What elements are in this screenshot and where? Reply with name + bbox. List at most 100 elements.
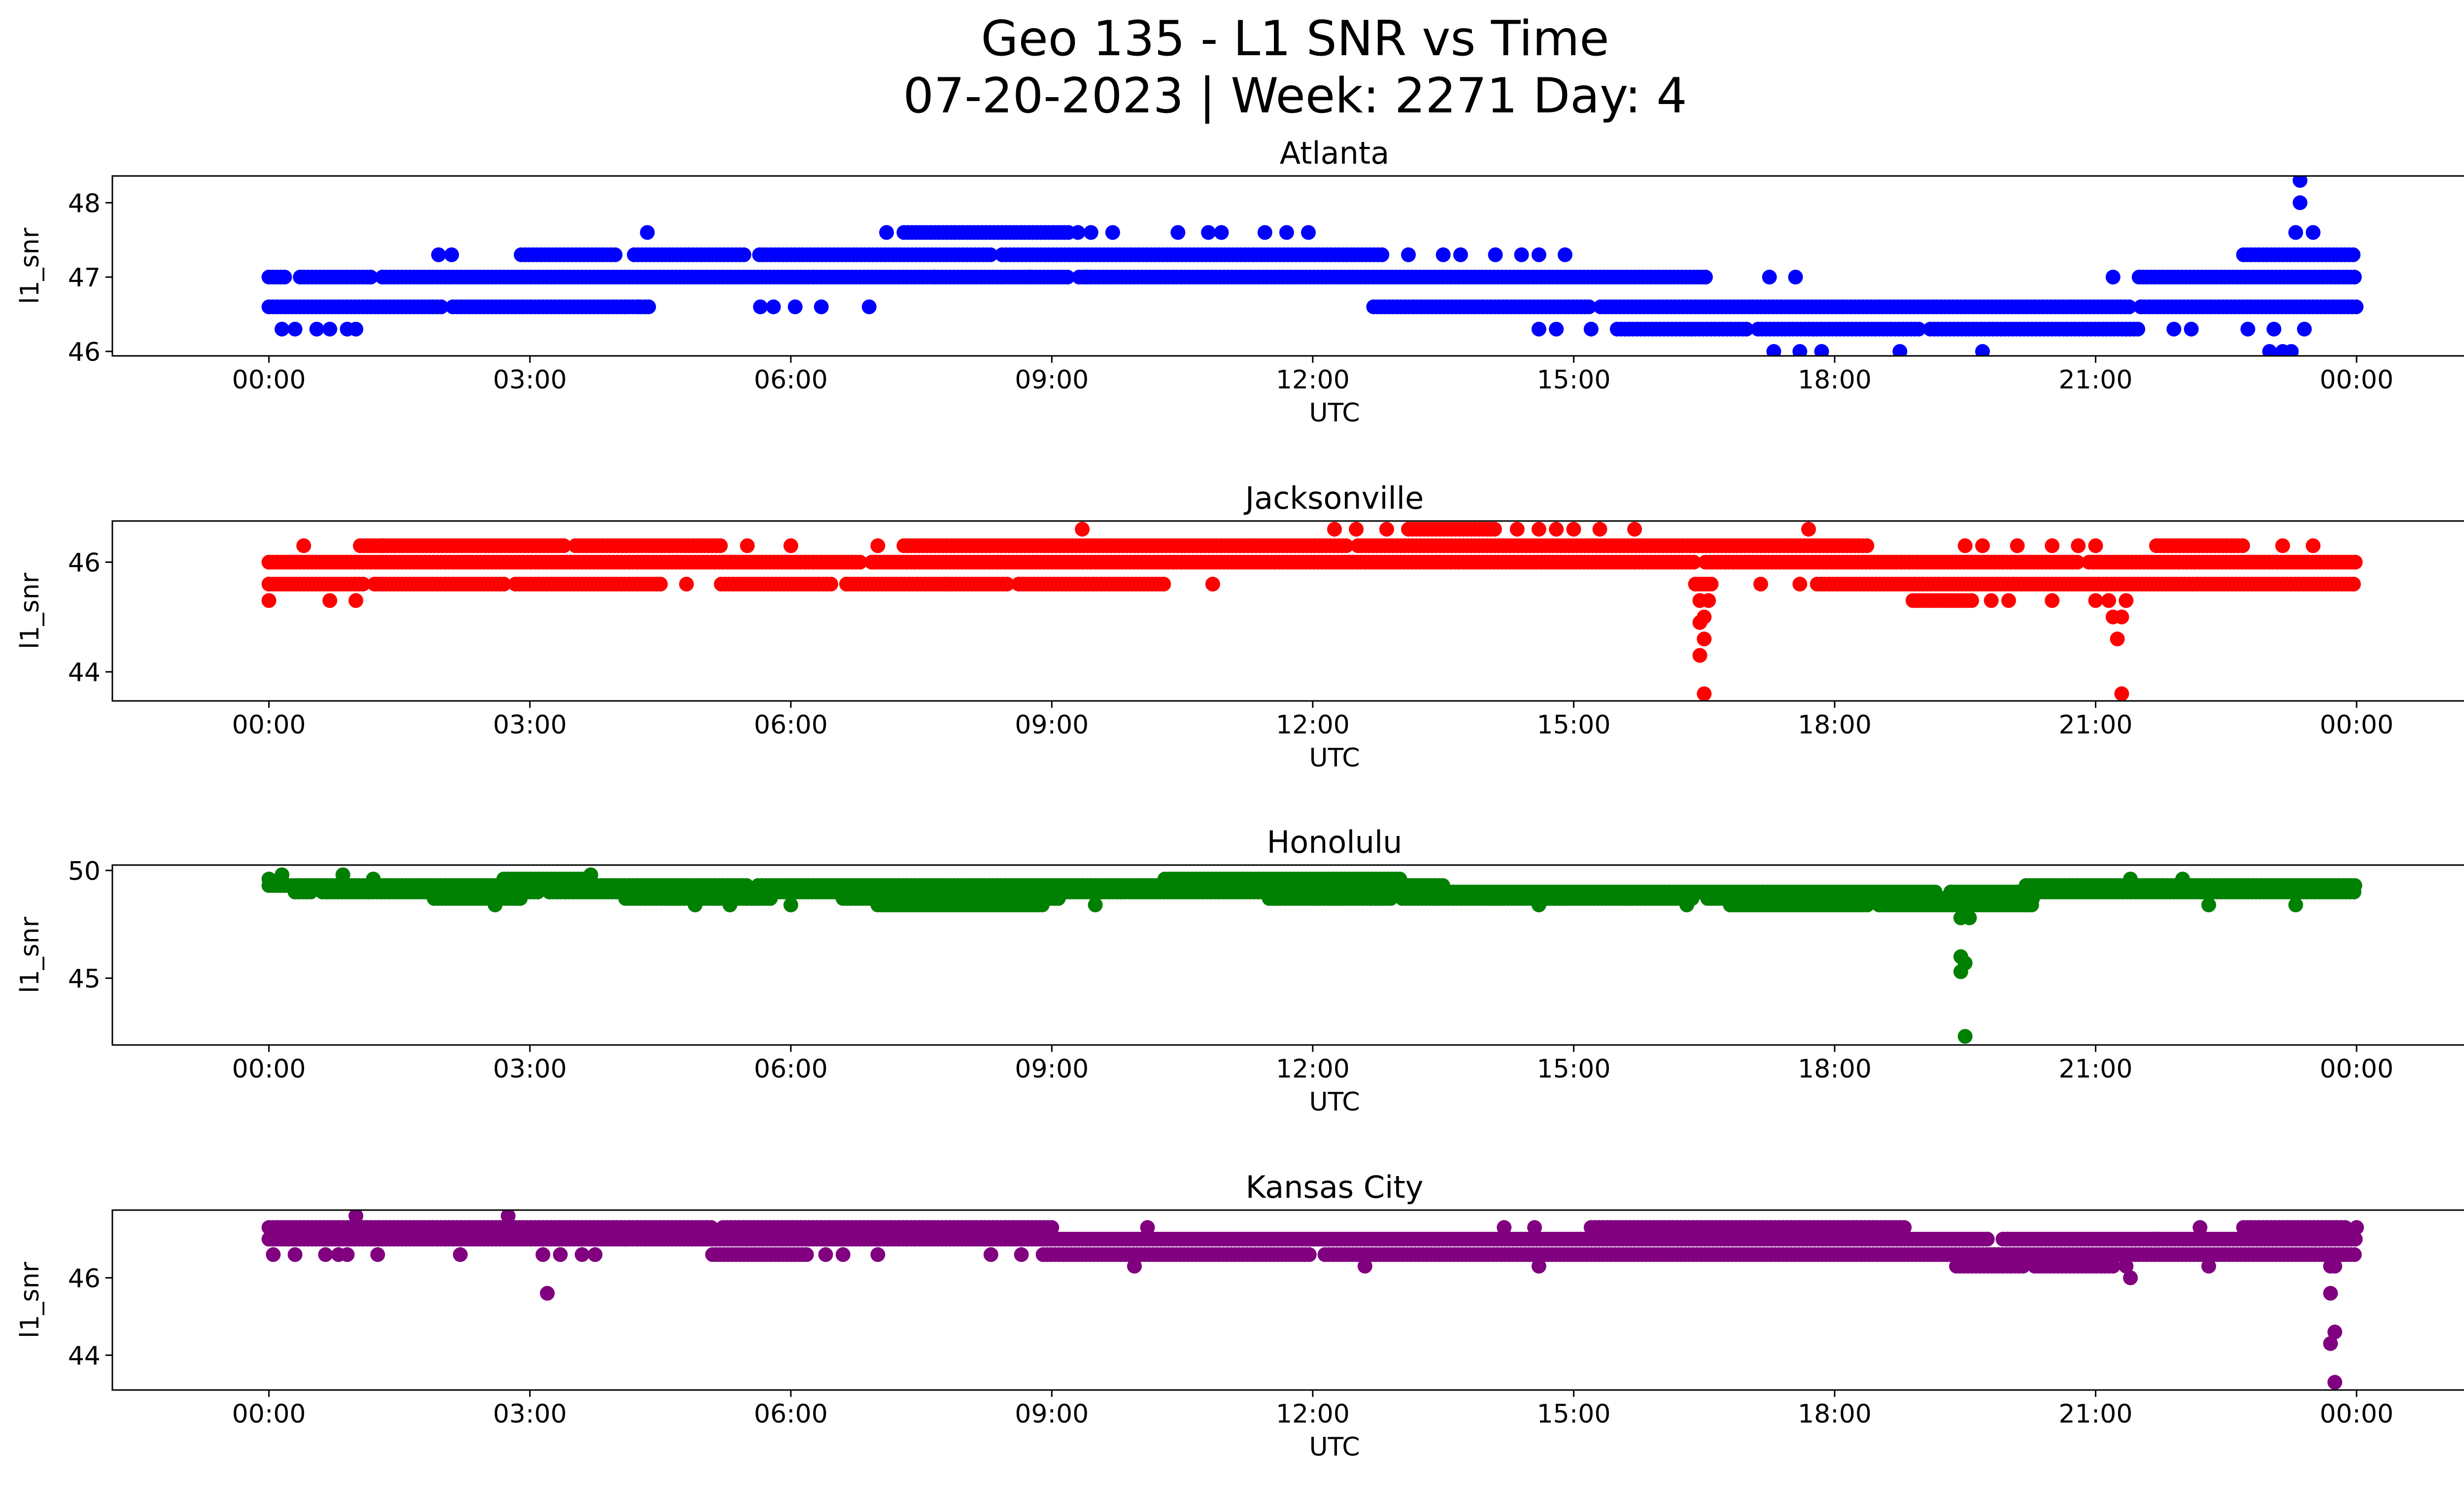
data-point <box>2262 344 2277 356</box>
data-point <box>940 577 955 591</box>
data-point <box>1034 897 1050 912</box>
data-point <box>348 593 364 608</box>
data-point <box>1083 225 1098 240</box>
data-point <box>861 299 877 314</box>
data-point <box>783 897 798 912</box>
x-tick-label: 21:00 <box>2059 1054 2133 1084</box>
data-point <box>530 884 546 900</box>
data-point <box>2305 538 2321 554</box>
data-point <box>1156 577 1171 591</box>
data-point <box>1957 538 1973 554</box>
data-point <box>2201 897 2216 912</box>
data-point <box>583 867 598 882</box>
data-point <box>303 884 318 900</box>
data-point <box>444 247 459 262</box>
x-tick-label: 21:00 <box>2059 365 2133 395</box>
data-point <box>2288 225 2303 240</box>
x-tick-label: 00:00 <box>2320 1054 2394 1084</box>
data-point <box>1070 225 1086 240</box>
data-point <box>1911 321 1926 337</box>
data-point <box>1762 270 1777 285</box>
data-point <box>2122 299 2137 314</box>
x-tick-label: 06:00 <box>754 1054 828 1084</box>
x-tick-label: 00:00 <box>232 1054 306 1084</box>
data-point <box>1205 577 1220 591</box>
data-point <box>1792 577 1808 591</box>
axes-frame <box>111 520 2464 702</box>
scatter-points <box>261 1210 2364 1390</box>
data-point <box>679 577 694 591</box>
data-point <box>431 247 446 262</box>
y-axis-label: l1_snr <box>15 916 45 993</box>
data-point <box>1301 1247 1317 1262</box>
data-point <box>2166 321 2182 337</box>
data-point <box>740 538 755 554</box>
data-point <box>513 891 528 906</box>
x-tick-label: 00:00 <box>232 365 306 395</box>
data-point <box>1692 615 1708 630</box>
data-point <box>1814 344 1829 356</box>
data-point <box>1044 1220 1060 1235</box>
data-point <box>1566 522 1581 537</box>
data-point <box>1953 964 1968 979</box>
data-point <box>2297 321 2312 337</box>
x-axis-label: UTC <box>1309 743 1360 773</box>
x-tick-label: 21:00 <box>2059 710 2133 740</box>
data-point <box>1488 247 1503 262</box>
x-tick-label: 12:00 <box>1276 365 1350 395</box>
x-tick-label: 09:00 <box>1015 1054 1089 1084</box>
data-point <box>713 538 728 554</box>
data-point <box>2101 593 2116 608</box>
subplot-title: Atlanta <box>1280 135 1389 171</box>
data-point <box>1698 270 1713 285</box>
x-tick-label: 18:00 <box>1798 710 1872 740</box>
data-point <box>1379 522 1394 537</box>
data-point <box>2346 884 2361 900</box>
data-point <box>2110 631 2125 647</box>
data-point <box>1401 247 1416 262</box>
data-point <box>1201 225 1216 240</box>
data-point <box>1957 1029 1973 1044</box>
data-point <box>1514 247 1529 262</box>
data-point <box>653 577 668 591</box>
data-point <box>2123 871 2138 887</box>
subplot-title: Kansas City <box>1246 1169 1424 1205</box>
data-point <box>2293 176 2308 188</box>
data-point <box>1079 270 1094 285</box>
x-tick-label: 12:00 <box>1276 1054 1350 1084</box>
data-point <box>335 867 350 882</box>
x-axis-label: UTC <box>1309 398 1360 428</box>
data-point <box>1701 593 1716 608</box>
data-point <box>274 321 290 337</box>
data-point <box>1075 522 1090 537</box>
data-point <box>434 299 449 314</box>
scatter-points <box>261 522 2363 701</box>
data-point <box>766 299 781 314</box>
y-tick-label: 45 <box>68 964 101 994</box>
data-point <box>363 270 378 285</box>
y-axis-label: l1_snr <box>15 572 45 649</box>
data-point <box>2266 321 2282 337</box>
x-tick-label: 00:00 <box>2320 365 2394 395</box>
data-point <box>1531 897 1546 912</box>
data-point <box>1051 891 1066 906</box>
data-point <box>2240 321 2256 337</box>
data-point <box>1105 225 1120 240</box>
x-tick-label: 12:00 <box>1276 710 1350 740</box>
data-point <box>1374 247 1390 262</box>
data-point <box>722 897 738 912</box>
data-point <box>1531 321 1546 337</box>
x-tick-label: 18:00 <box>1798 365 1872 395</box>
subplot-title: Jacksonville <box>1243 480 1424 516</box>
data-point <box>487 897 503 912</box>
data-point <box>1686 555 1701 570</box>
axes-frame <box>111 864 2464 1046</box>
data-point <box>983 247 998 262</box>
data-point <box>322 593 338 608</box>
data-point <box>1753 577 1768 591</box>
figure-title-line2: 07-20-2023 | Week: 2271 Day: 4 <box>903 68 1687 124</box>
data-point <box>2293 195 2308 210</box>
